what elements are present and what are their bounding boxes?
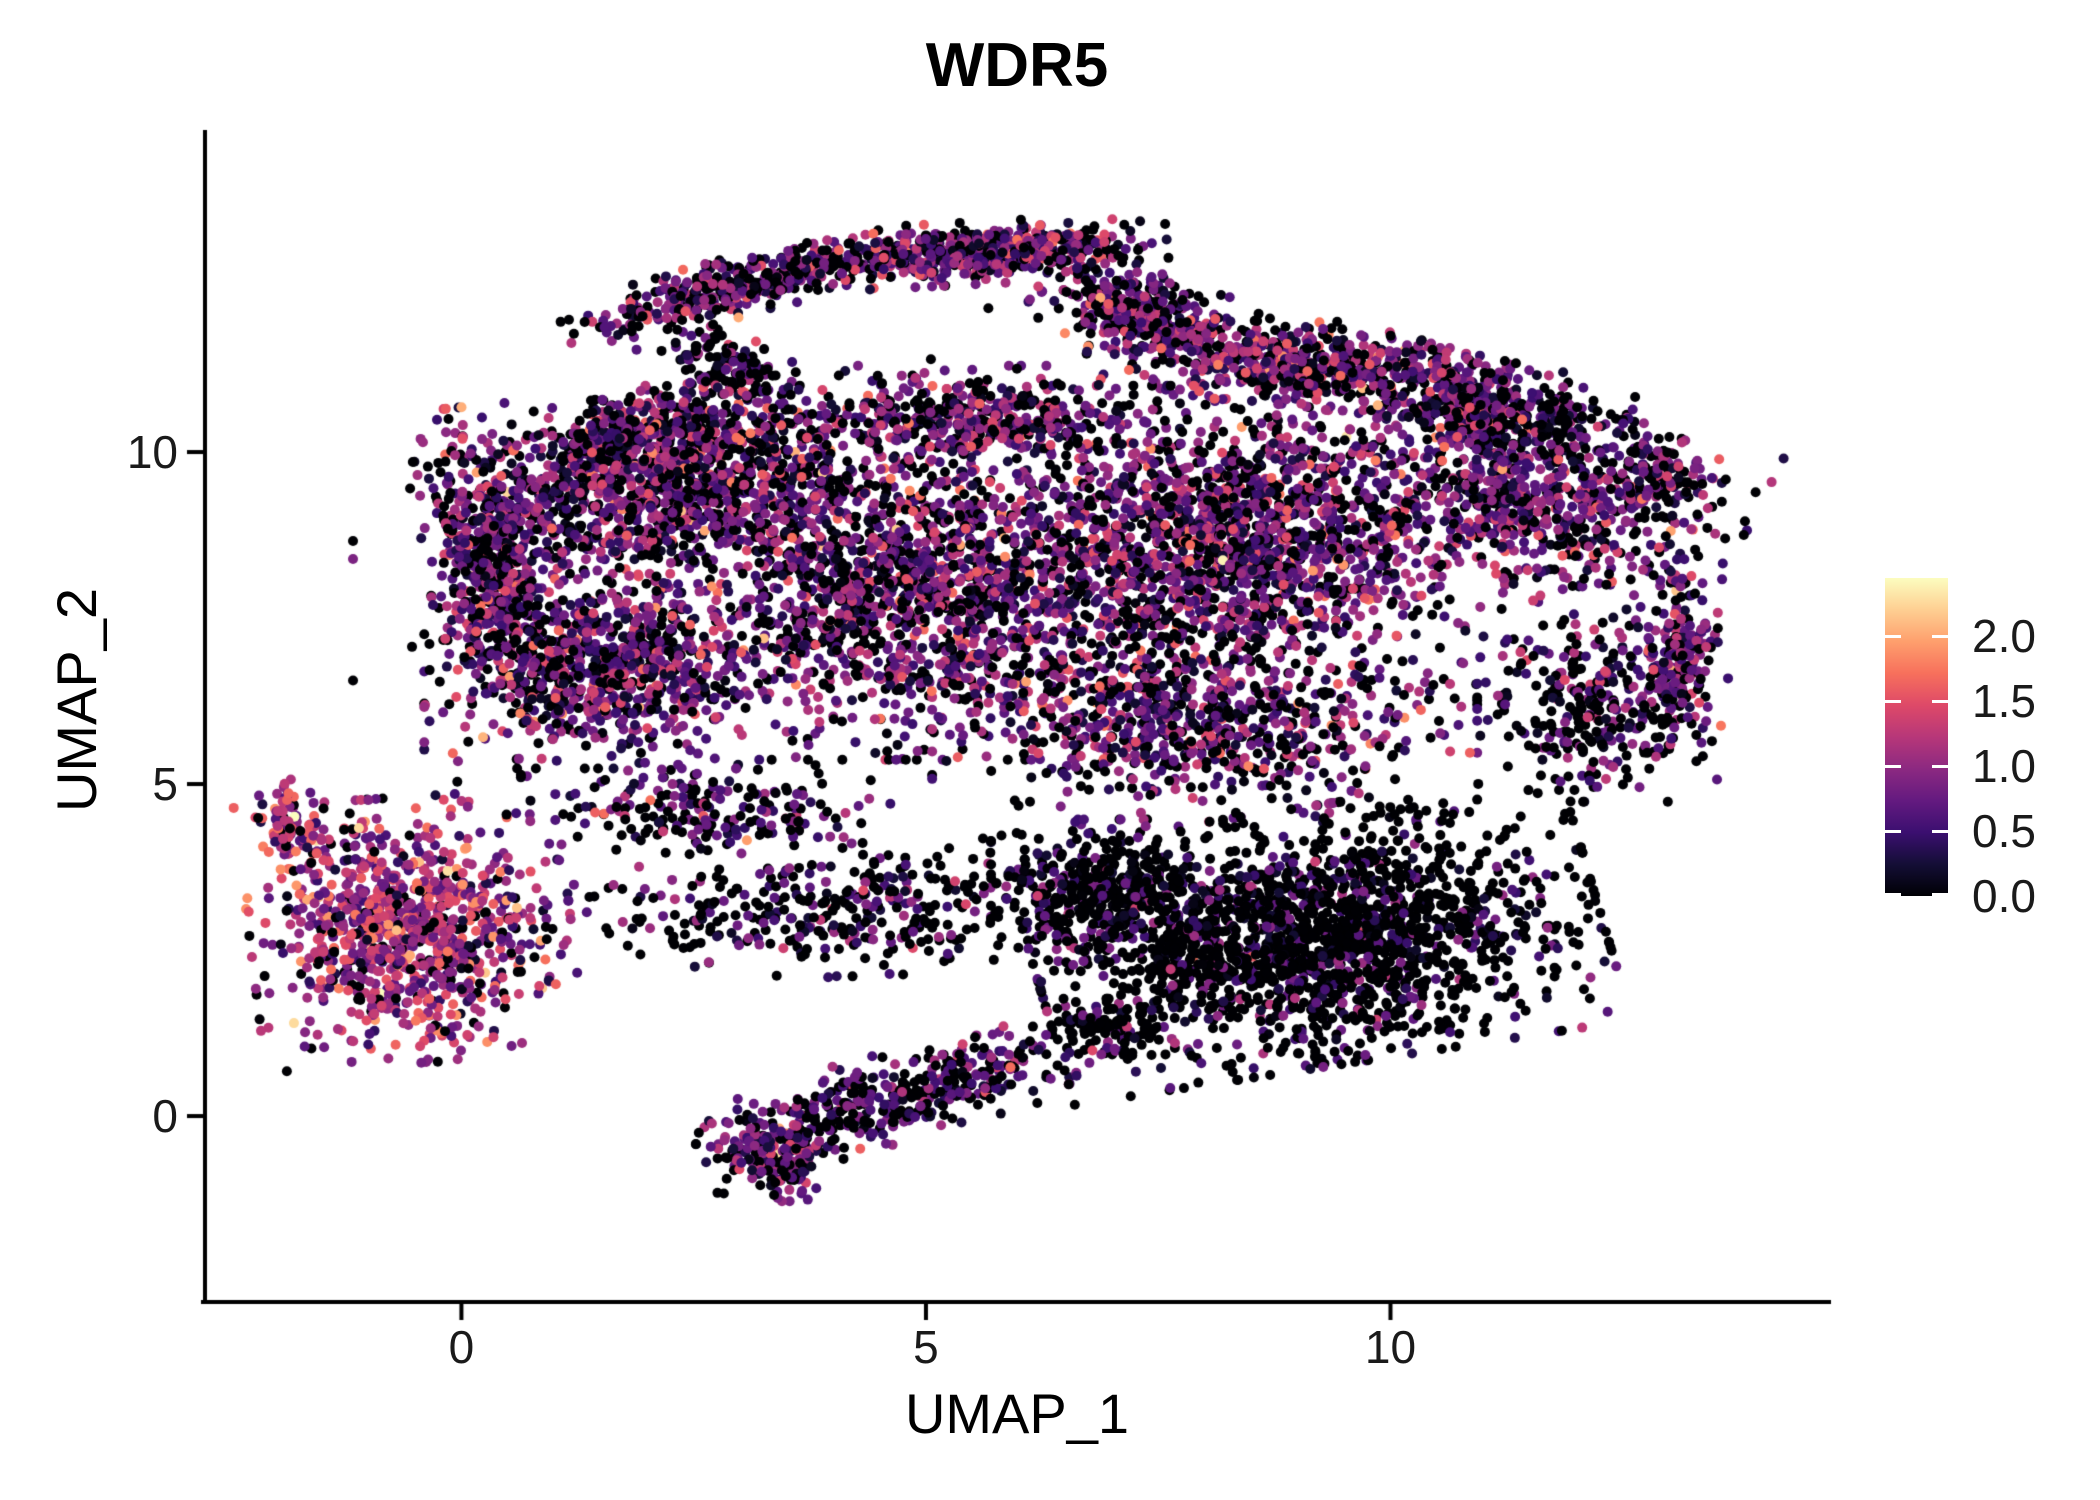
colorbar-label-0.5: 0.5 [1972, 805, 2036, 858]
y-tick-label-5: 5 [152, 758, 178, 811]
colorbar-tick-1.0-left [1885, 764, 1901, 768]
colorbar-tick-0.0-right [1932, 893, 1948, 896]
plot-title: WDR5 [925, 31, 1109, 100]
colorbar-tick-1.0-right [1932, 764, 1948, 768]
x-tick-label-10: 10 [1364, 1321, 1417, 1373]
y-tick-label-0: 0 [152, 1090, 178, 1143]
colorbar-tick-0.5-right [1932, 829, 1948, 833]
colorbar-tick-0.0-left [1885, 893, 1901, 896]
y-axis-label: UMAP_2 [45, 587, 108, 813]
expression-colorbar [1885, 578, 1948, 896]
colorbar-label-1.0: 1.0 [1972, 740, 2036, 793]
colorbar-tick-0.5-left [1885, 829, 1901, 833]
colorbar-tick-2.0-right [1932, 634, 1948, 638]
x-axis-label: UMAP_1 [904, 1382, 1130, 1445]
x-tick-label-5: 5 [913, 1321, 939, 1373]
colorbar-label-0.0: 0.0 [1972, 870, 2036, 922]
colorbar-label-2.0: 2.0 [1972, 610, 2036, 663]
colorbar-label-1.5: 1.5 [1972, 675, 2036, 728]
colorbar-tick-2.0-left [1885, 634, 1901, 638]
x-tick-label-0: 0 [448, 1321, 475, 1373]
colorbar-tick-1.5-left [1885, 699, 1901, 703]
y-tick-label-10: 10 [126, 426, 178, 479]
colorbar-tick-1.5-right [1932, 699, 1948, 703]
